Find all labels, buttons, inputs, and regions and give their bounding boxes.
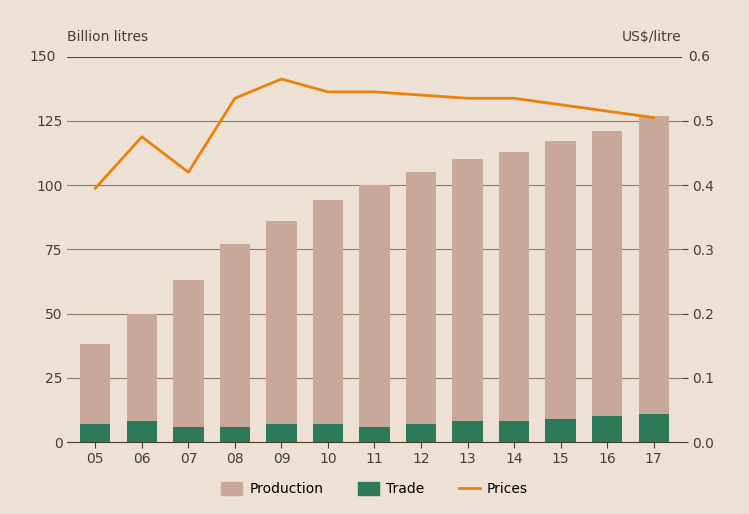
Bar bbox=[360, 185, 389, 442]
Bar bbox=[406, 424, 436, 442]
Bar bbox=[452, 159, 482, 442]
Bar bbox=[219, 244, 250, 442]
Bar bbox=[639, 116, 669, 442]
Prices bbox=[231, 95, 240, 101]
Bar bbox=[499, 421, 530, 442]
Text: 0.6: 0.6 bbox=[688, 49, 711, 64]
Bar bbox=[80, 424, 110, 442]
Bar bbox=[80, 344, 110, 442]
Prices bbox=[184, 169, 193, 175]
Bar bbox=[592, 416, 622, 442]
Bar bbox=[545, 141, 576, 442]
Bar bbox=[452, 421, 482, 442]
Prices bbox=[556, 102, 565, 108]
Prices bbox=[416, 92, 425, 98]
Prices bbox=[509, 95, 518, 101]
Prices bbox=[91, 185, 100, 191]
Bar bbox=[360, 427, 389, 442]
Bar bbox=[173, 427, 204, 442]
Bar bbox=[267, 221, 297, 442]
Bar bbox=[127, 314, 157, 442]
Bar bbox=[219, 427, 250, 442]
Text: US$/litre: US$/litre bbox=[622, 30, 682, 44]
Line: Prices: Prices bbox=[95, 79, 654, 188]
Bar bbox=[267, 424, 297, 442]
Prices bbox=[370, 89, 379, 95]
Prices bbox=[603, 108, 612, 114]
Bar bbox=[173, 280, 204, 442]
Prices bbox=[277, 76, 286, 82]
Prices bbox=[324, 89, 333, 95]
Bar bbox=[127, 421, 157, 442]
Prices bbox=[649, 115, 658, 121]
Bar bbox=[313, 200, 343, 442]
Text: 150: 150 bbox=[29, 49, 55, 64]
Bar bbox=[639, 414, 669, 442]
Legend: Production, Trade, Prices: Production, Trade, Prices bbox=[216, 477, 533, 502]
Bar bbox=[545, 419, 576, 442]
Bar bbox=[406, 172, 436, 442]
Prices bbox=[137, 134, 146, 140]
Bar bbox=[499, 152, 530, 442]
Text: Billion litres: Billion litres bbox=[67, 30, 148, 44]
Bar bbox=[313, 424, 343, 442]
Prices bbox=[463, 95, 472, 101]
Bar bbox=[592, 131, 622, 442]
